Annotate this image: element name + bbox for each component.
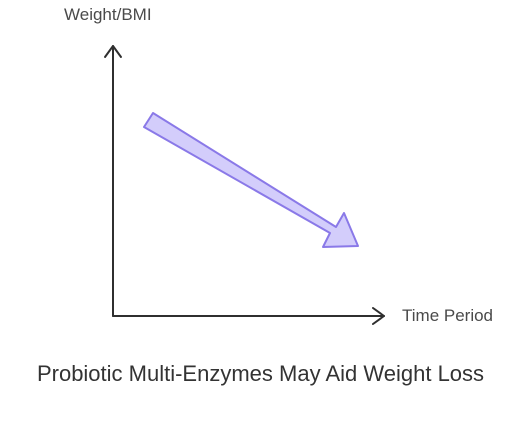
diagram-title: Probiotic Multi-Enzymes May Aid Weight L… — [36, 361, 485, 386]
y-axis-arrowhead — [104, 45, 122, 58]
y-axis-label: Weight/BMI — [64, 5, 152, 24]
x-axis-arrowhead — [372, 307, 385, 325]
x-axis-label: Time Period — [402, 306, 494, 325]
decreasing-trend-arrow — [143, 112, 359, 248]
